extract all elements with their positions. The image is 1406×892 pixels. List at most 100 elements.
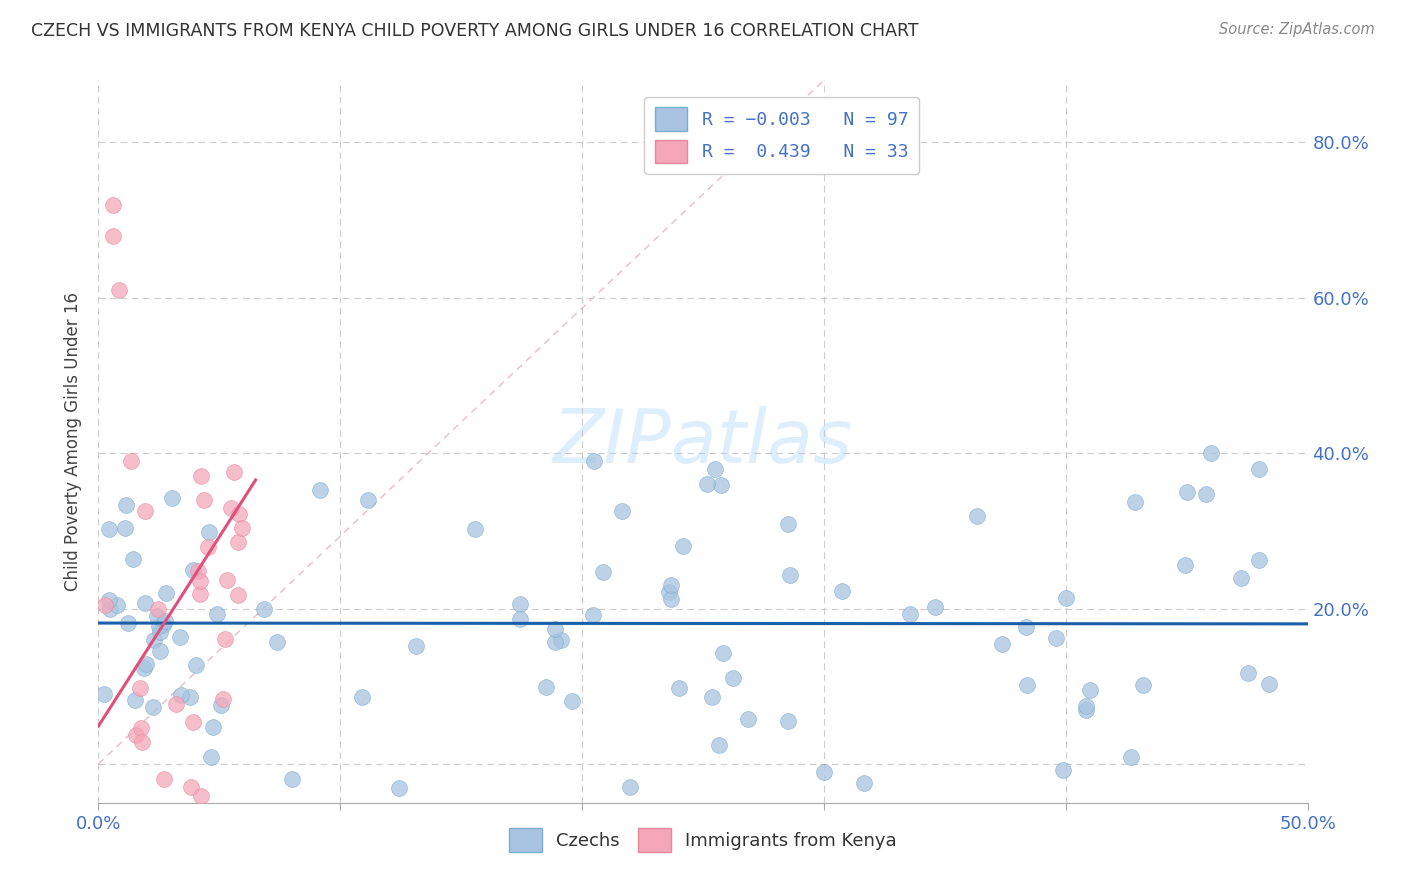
Point: [94, 599, 117, 613]
Point: [711, 646, 734, 660]
Point: [169, 630, 191, 644]
Point: [668, 681, 690, 695]
Point: [98, 602, 121, 616]
Point: [134, 503, 156, 517]
Point: [101, 197, 124, 211]
Point: [180, 780, 202, 795]
Point: [98, 522, 121, 536]
Point: [723, 671, 745, 685]
Point: [544, 634, 567, 648]
Point: [146, 609, 169, 624]
Point: [1015, 620, 1038, 634]
Point: [1249, 553, 1271, 567]
Point: [1132, 678, 1154, 692]
Point: [184, 658, 207, 673]
Point: [853, 776, 876, 790]
Point: [592, 566, 614, 580]
Point: [231, 521, 253, 535]
Point: [509, 597, 531, 611]
Point: [281, 772, 304, 787]
Point: [779, 568, 801, 582]
Point: [143, 632, 166, 647]
Point: [1121, 750, 1143, 764]
Point: [115, 498, 138, 512]
Point: [252, 602, 274, 616]
Point: [704, 461, 727, 475]
Point: [134, 661, 156, 675]
Point: [197, 540, 219, 554]
Point: [1123, 495, 1146, 509]
Point: [831, 583, 853, 598]
Legend: Czechs, Immigrants from Kenya: Czechs, Immigrants from Kenya: [502, 822, 904, 859]
Point: [129, 681, 152, 695]
Point: [1045, 631, 1067, 645]
Point: [197, 524, 219, 539]
Point: [153, 772, 176, 787]
Point: [93, 687, 115, 701]
Y-axis label: Child Poverty Among Girls Under 16: Child Poverty Among Girls Under 16: [65, 292, 83, 591]
Point: [1195, 487, 1218, 501]
Point: [121, 551, 143, 566]
Point: [509, 612, 531, 626]
Point: [165, 697, 187, 711]
Point: [966, 509, 988, 524]
Point: [388, 780, 411, 795]
Point: [181, 564, 204, 578]
Point: [464, 522, 486, 536]
Point: [612, 504, 634, 518]
Point: [152, 617, 174, 632]
Point: [125, 808, 148, 822]
Point: [188, 574, 211, 588]
Point: [813, 764, 835, 779]
Point: [1080, 682, 1102, 697]
Point: [181, 714, 204, 729]
Point: [160, 491, 183, 506]
Point: [228, 508, 250, 522]
Point: [1174, 558, 1197, 572]
Point: [707, 739, 730, 753]
Text: ZIPatlas: ZIPatlas: [553, 406, 853, 477]
Point: [219, 501, 242, 516]
Point: [1054, 591, 1077, 605]
Point: [1175, 485, 1198, 500]
Point: [142, 700, 165, 714]
Point: [659, 578, 682, 592]
Point: [659, 591, 682, 606]
Point: [898, 607, 921, 621]
Point: [228, 588, 250, 602]
Point: [357, 493, 380, 508]
Point: [1258, 677, 1281, 691]
Point: [200, 749, 222, 764]
Point: [544, 622, 567, 636]
Point: [214, 632, 236, 646]
Point: [991, 637, 1014, 651]
Point: [205, 607, 228, 622]
Point: [583, 454, 606, 468]
Point: [97, 593, 120, 607]
Point: [561, 694, 583, 708]
Point: [1199, 446, 1222, 460]
Point: [550, 633, 572, 648]
Point: [146, 602, 169, 616]
Point: [120, 454, 142, 468]
Point: [776, 714, 799, 728]
Point: [696, 476, 718, 491]
Point: [710, 478, 733, 492]
Point: [778, 516, 800, 531]
Point: [536, 681, 558, 695]
Point: [308, 483, 330, 497]
Text: CZECH VS IMMIGRANTS FROM KENYA CHILD POVERTY AMONG GIRLS UNDER 16 CORRELATION CH: CZECH VS IMMIGRANTS FROM KENYA CHILD POV…: [31, 22, 918, 40]
Point: [124, 693, 146, 707]
Point: [149, 625, 172, 640]
Point: [350, 690, 373, 704]
Point: [135, 657, 157, 671]
Point: [114, 521, 136, 535]
Point: [924, 599, 946, 614]
Point: [1236, 665, 1258, 680]
Point: [149, 644, 172, 658]
Point: [125, 728, 148, 742]
Point: [1230, 571, 1253, 585]
Point: [405, 639, 427, 653]
Point: [672, 540, 695, 554]
Point: [101, 228, 124, 243]
